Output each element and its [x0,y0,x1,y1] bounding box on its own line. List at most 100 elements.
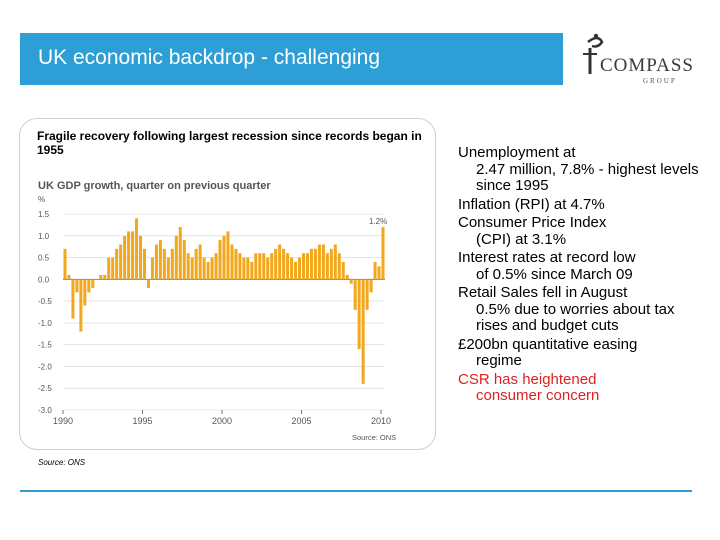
slide-title: UK economic backdrop - challenging [38,46,381,69]
y-tick-label: 1.5 [38,210,50,219]
gdp-bar [182,240,186,280]
gdp-bar [71,279,75,319]
gdp-bar [325,253,329,280]
gdp-bar [313,248,317,280]
bullet-continuation: 2.47 million, 7.8% - highest levels sinc… [476,160,699,194]
logo-wordmark: COMPASS [600,55,694,76]
gdp-bar [341,261,345,280]
compass-logo-icon [583,33,604,74]
bullet-continuation: of 0.5% since March 09 [476,265,633,283]
gdp-bar [321,244,325,280]
y-tick-label: -0.5 [38,297,52,306]
gdp-bar [107,257,111,280]
bullet-item: CSR has heightened consumer concern [458,370,708,405]
x-tick-label: 2010 [371,416,391,426]
bullet-item: Inflation (RPI) at 4.7% [458,195,708,214]
gdp-bar [361,279,365,384]
gdp-bar [131,231,135,280]
gdp-bar [373,261,377,280]
gdp-bar [67,274,71,280]
gdp-bar [234,248,238,280]
gdp-bar [278,244,282,280]
gdp-bar [222,235,226,280]
y-tick-label: 0.5 [38,254,50,263]
gdp-bar [337,253,341,280]
gdp-bar [381,227,385,280]
gdp-bar [115,248,119,280]
bullet-text: Consumer Price Index [458,214,607,231]
gdp-bar [186,253,190,280]
gdp-bar [127,231,131,280]
gdp-bar [218,240,222,280]
gdp-bar [178,227,182,280]
y-axis-label: % [38,195,45,204]
gdp-bar [282,248,286,280]
bullet-item: Interest rates at record low of 0.5% sinc… [458,249,708,283]
gdp-bar [162,248,166,280]
gdp-bar [242,257,246,280]
bullet-continuation: 0.5% due to worries about tax rises and … [476,300,675,334]
gdp-bar [377,266,381,280]
gdp-bar [230,244,234,280]
gdp-bar [166,257,170,280]
gdp-bar [75,279,79,293]
gdp-bar [206,261,210,280]
logo-subtitle: GROUP [643,77,677,85]
gdp-bar [79,279,83,332]
gdp-bar [238,253,242,280]
gdp-bar [103,274,107,280]
x-tick-label: 2000 [212,416,232,426]
gdp-bar [246,257,250,280]
y-tick-label: -1.0 [38,319,52,328]
gdp-bar [135,218,139,280]
gdp-bar [210,257,214,280]
last-value-annotation: 1.2% [369,217,387,226]
gdp-bar [333,244,337,280]
gdp-bar [99,274,103,280]
gdp-bar [139,235,143,280]
gdp-bar [226,231,230,280]
chart-caption: Fragile recovery following largest reces… [37,129,422,157]
gdp-bar [298,257,302,280]
gdp-bar [274,248,278,280]
bullet-text: CSR has heightened [458,370,597,388]
gdp-bar [317,244,321,280]
gdp-bar [158,240,162,280]
gdp-bar [262,253,266,280]
gdp-bar [353,279,357,310]
bullet-text: Interest rates at record low [458,249,636,266]
bullet-continuation: (CPI) at 3.1% [476,230,567,248]
gdp-bar [119,244,123,280]
gdp-bar [290,257,294,280]
gdp-bar [146,279,150,289]
chart-title: UK GDP growth, quarter on previous quart… [38,180,271,192]
bullet-list: Unemployment at 2.47 million, 7.8% - high… [458,144,708,407]
y-tick-label: -1.5 [38,341,52,350]
gdp-bar [270,253,274,280]
gdp-bar [250,261,254,280]
bullet-item: Retail Sales fell in August 0.5% due to w… [458,284,708,335]
gdp-bar [198,244,202,280]
header-bar [20,33,563,85]
gdp-bar [91,279,95,289]
gdp-chart: UK GDP growth, quarter on previous quart… [38,180,396,442]
bullet-text: £200bn quantitative easing [458,335,638,353]
gdp-bar [154,244,158,280]
bullet-continuation: consumer concern [476,387,600,404]
gdp-bar [150,257,154,280]
bullet-continuation: regime [476,352,522,369]
bullet-item: £200bn quantitative easing regime [458,335,708,370]
bullet-item: Consumer Price Index (CPI) at 3.1% [458,214,708,248]
gdp-bar [111,257,115,280]
bullet-text: Inflation (RPI) at 4.7% [458,195,605,213]
gdp-bar [83,279,87,306]
bullet-item: Unemployment at 2.47 million, 7.8% - high… [458,144,708,195]
chart-source: Source: ONS [352,433,396,442]
gdp-bar [190,257,194,280]
gdp-bar [95,279,99,280]
y-tick-label: 0.0 [38,275,50,284]
y-tick-label: -3.0 [38,406,52,415]
gdp-bar [369,279,373,293]
gdp-bar [329,248,333,280]
gdp-bar [266,257,270,280]
